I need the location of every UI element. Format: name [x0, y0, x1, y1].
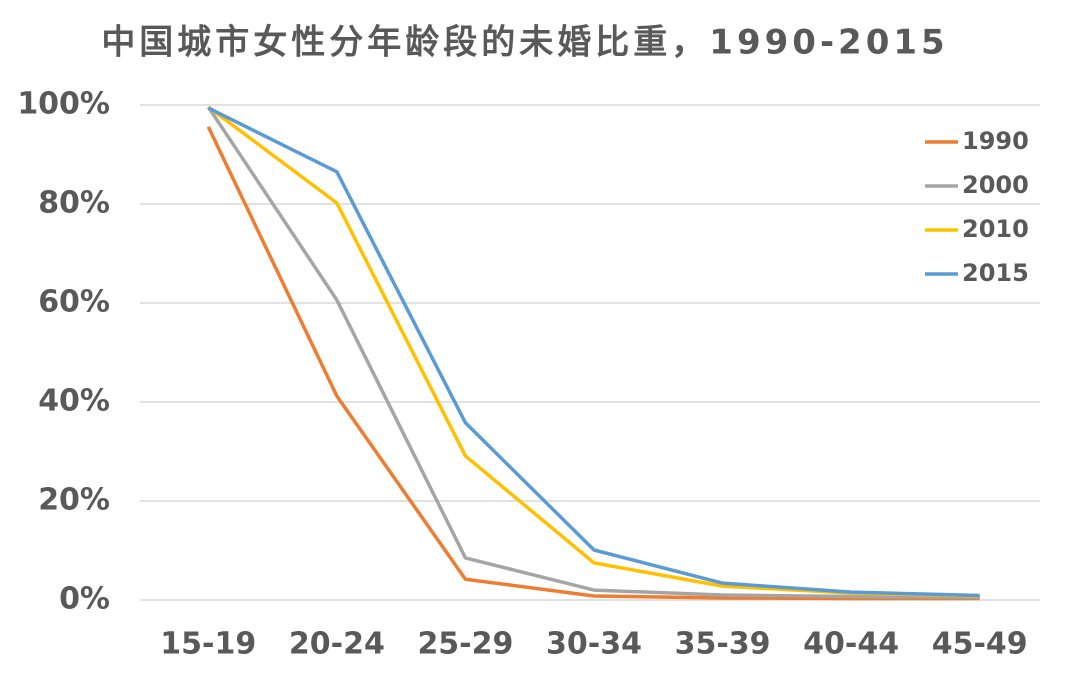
legend-label: 2015: [962, 259, 1029, 287]
series-line: [207, 105, 980, 598]
x-tick-label: 35-39: [675, 627, 771, 662]
legend-label: 2000: [962, 171, 1029, 199]
series-line: [206, 126, 980, 601]
x-tick-label: 45-49: [932, 627, 1028, 662]
legend-label: 2010: [962, 215, 1029, 243]
x-tick-label: 25-29: [417, 627, 513, 662]
y-tick-label: 0%: [59, 582, 110, 617]
y-tick-label: 40%: [38, 384, 110, 419]
legend-label: 1990: [962, 127, 1029, 155]
series-line: [207, 106, 980, 598]
y-tick-label: 20%: [38, 483, 110, 518]
x-tick-label: 40-44: [803, 627, 899, 662]
y-tick-label: 60%: [38, 285, 110, 320]
chart-title: 中国城市女性分年龄段的未婚比重，1990-2015: [101, 23, 948, 63]
y-tick-label: 100%: [17, 87, 110, 122]
x-tick-label: 20-24: [289, 627, 385, 662]
y-tick-label: 80%: [38, 186, 110, 221]
x-tick-label: 15-19: [160, 627, 256, 662]
x-tick-label: 30-34: [546, 627, 642, 662]
series-line: [206, 106, 980, 600]
